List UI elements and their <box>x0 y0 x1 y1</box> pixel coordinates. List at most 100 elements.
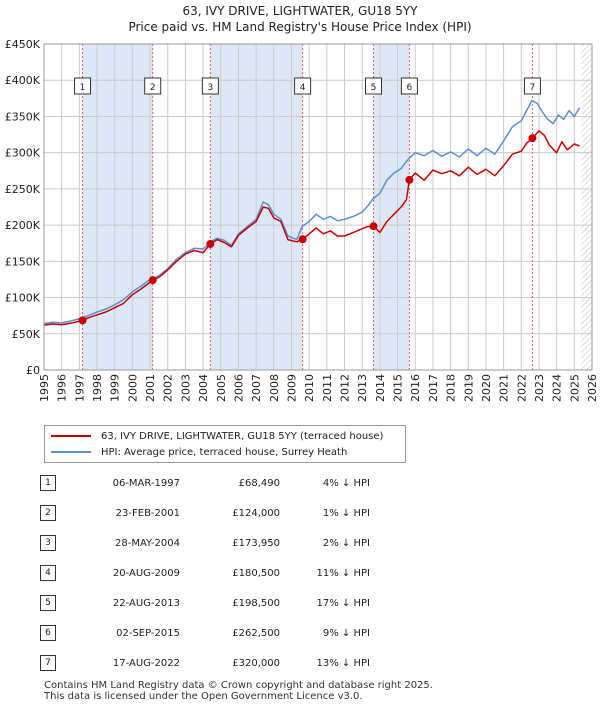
x-tick-label: 2007 <box>250 374 263 402</box>
y-tick-label: £200K <box>5 219 41 232</box>
x-tick-label: 2025 <box>568 374 581 402</box>
x-tick-label: 2003 <box>179 374 192 402</box>
transaction-number-cell: 1 <box>40 468 60 498</box>
sale-period-shade <box>82 44 153 370</box>
x-tick-label: 2021 <box>498 374 511 402</box>
x-tick-label: 2016 <box>409 374 422 402</box>
table-row: 2 23-FEB-2001 £124,000 1% ↓ HPI <box>40 498 370 528</box>
x-tick-label: 2023 <box>533 374 546 402</box>
transaction-date: 06-MAR-1997 <box>112 477 180 489</box>
x-tick-label: 2022 <box>515 374 528 402</box>
transaction-hpi-diff-cell: 9% ↓ HPI <box>280 618 370 648</box>
transaction-number-cell: 2 <box>40 498 60 528</box>
sale-label-4: 4 <box>300 83 306 93</box>
x-tick-label: 2019 <box>462 374 475 402</box>
x-tick-label: 1999 <box>109 374 122 402</box>
transaction-price-cell: £68,490 <box>180 468 280 498</box>
transaction-hpi-diff-cell: 11% ↓ HPI <box>280 558 370 588</box>
sale-label-box-1 <box>74 77 92 95</box>
chart-subtitle: Price paid vs. HM Land Registry's House … <box>128 20 472 34</box>
transaction-date-cell: 17-AUG-2022 <box>60 648 180 678</box>
sale-label-box-2 <box>144 77 162 95</box>
transaction-hpi-diff-cell: 13% ↓ HPI <box>280 648 370 678</box>
transaction-price-cell: £320,000 <box>180 648 280 678</box>
x-tick-label: 2026 <box>586 374 599 402</box>
legend-swatch-hpi <box>51 451 91 453</box>
x-tick-label: 2012 <box>339 374 352 402</box>
transaction-price: £180,500 <box>232 567 280 579</box>
chart-legend: 63, IVY DRIVE, LIGHTWATER, GU18 5YY (ter… <box>44 425 406 463</box>
transactions-table: 1 06-MAR-1997 £68,490 4% ↓ HPI 2 23-FEB-2001 £… <box>40 468 370 678</box>
footer: Contains HM Land Registry data © Crown c… <box>44 680 433 702</box>
transaction-hpi-diff: 1% ↓ HPI <box>322 507 370 519</box>
transaction-date: 20-AUG-2009 <box>112 567 180 579</box>
transaction-price: £320,000 <box>232 657 280 669</box>
x-tick-label: 2001 <box>144 374 157 402</box>
transaction-number: 6 <box>40 625 56 641</box>
sale-label-7: 7 <box>530 83 536 93</box>
transaction-price: £173,950 <box>232 537 280 549</box>
sale-label-1: 1 <box>80 83 86 93</box>
transaction-hpi-diff-cell: 4% ↓ HPI <box>280 468 370 498</box>
legend-swatch-property <box>51 435 91 437</box>
x-tick-label: 2005 <box>215 374 228 402</box>
transaction-date: 02-SEP-2015 <box>116 627 180 639</box>
sale-point-4 <box>298 235 307 244</box>
transaction-date: 22-AUG-2013 <box>112 597 180 609</box>
x-tick-label: 2002 <box>162 374 175 402</box>
x-tick-label: 2024 <box>551 374 564 402</box>
transaction-price-cell: £173,950 <box>180 528 280 558</box>
chart-title: 63, IVY DRIVE, LIGHTWATER, GU18 5YY <box>182 4 418 18</box>
table-row: 1 06-MAR-1997 £68,490 4% ↓ HPI <box>40 468 370 498</box>
transaction-date-cell: 28-MAY-2004 <box>60 528 180 558</box>
transaction-number-cell: 7 <box>40 648 60 678</box>
sale-point-5 <box>369 222 378 231</box>
y-tick-label: £0 <box>26 364 40 377</box>
sale-label-box-5 <box>365 77 383 95</box>
transaction-number: 5 <box>40 595 56 611</box>
sale-label-6: 6 <box>407 83 413 93</box>
x-tick-label: 1996 <box>56 374 69 402</box>
plot-frame <box>43 43 593 371</box>
x-tick-label: 2014 <box>374 374 387 402</box>
legend-label-hpi: HPI: Average price, terraced house, Surr… <box>101 446 348 458</box>
footer-licence: This data is licensed under the Open Gov… <box>44 691 363 702</box>
legend-item-hpi: HPI: Average price, terraced house, Surr… <box>51 445 347 459</box>
transaction-hpi-diff-cell: 1% ↓ HPI <box>280 498 370 528</box>
y-tick-label: £150K <box>5 255 41 268</box>
transaction-number: 3 <box>40 535 56 551</box>
transaction-price-cell: £262,500 <box>180 618 280 648</box>
x-tick-label: 2020 <box>480 374 493 402</box>
x-tick-label: 1995 <box>38 374 51 402</box>
transaction-hpi-diff: 9% ↓ HPI <box>322 627 370 639</box>
x-tick-label: 2008 <box>268 374 281 402</box>
x-tick-label: 2018 <box>445 374 458 402</box>
sale-label-box-4 <box>294 77 312 95</box>
sale-point-3 <box>206 239 215 248</box>
transaction-date-cell: 22-AUG-2013 <box>60 588 180 618</box>
transaction-price-cell: £198,500 <box>180 588 280 618</box>
y-tick-label: £350K <box>5 110 41 123</box>
x-tick-label: 2000 <box>126 374 139 402</box>
x-tick-label: 2011 <box>321 374 334 402</box>
transaction-number-cell: 3 <box>40 528 60 558</box>
transaction-hpi-diff-cell: 2% ↓ HPI <box>280 528 370 558</box>
transaction-price-cell: £124,000 <box>180 498 280 528</box>
x-tick-label: 2013 <box>356 374 369 402</box>
price-chart: 1 2 3 4 5 6 7 £0 £50K £100K £150K £200K £250K £300K £… <box>5 38 599 402</box>
table-row: 7 17-AUG-2022 £320,000 13% ↓ HPI <box>40 648 370 678</box>
transaction-price: £198,500 <box>232 597 280 609</box>
legend-item-property: 63, IVY DRIVE, LIGHTWATER, GU18 5YY (ter… <box>51 429 383 443</box>
x-tick-label: 2015 <box>392 374 405 402</box>
x-tick-label: 2010 <box>303 374 316 402</box>
y-tick-label: £450K <box>5 38 41 51</box>
transaction-number: 1 <box>40 475 56 491</box>
x-tick-label: 1998 <box>91 374 104 402</box>
transaction-date: 17-AUG-2022 <box>112 657 180 669</box>
transaction-date-cell: 02-SEP-2015 <box>60 618 180 648</box>
transaction-hpi-diff: 13% ↓ HPI <box>316 657 370 669</box>
future-region <box>581 44 592 370</box>
transaction-date-cell: 20-AUG-2009 <box>60 558 180 588</box>
transaction-hpi-diff: 17% ↓ HPI <box>316 597 370 609</box>
transaction-price: £68,490 <box>238 477 280 489</box>
